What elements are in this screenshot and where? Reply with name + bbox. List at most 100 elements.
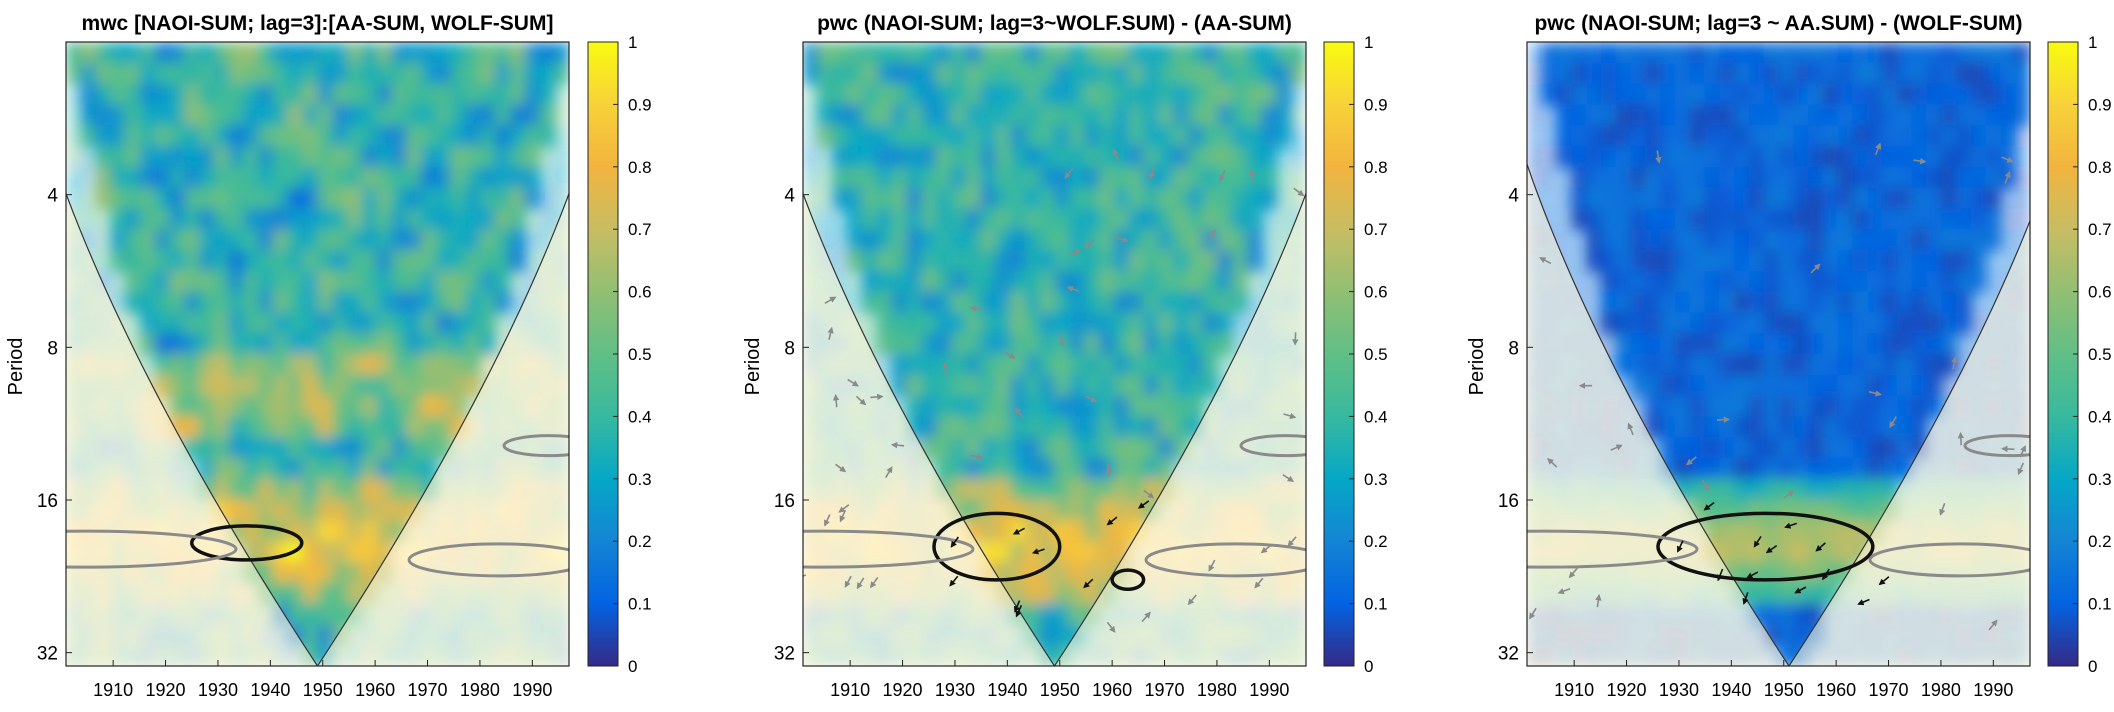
y-tick-label: 32	[1498, 644, 1519, 665]
phase-arrow	[1878, 576, 1890, 586]
x-tick-label: 1950	[303, 680, 343, 700]
coherence-heatmap	[803, 42, 1306, 666]
x-tick-label: 1940	[987, 680, 1027, 700]
phase-arrow	[1746, 571, 1759, 579]
x-tick-label: 1990	[1973, 680, 2013, 700]
insignificant-contour	[1868, 542, 2030, 578]
phase-arrow	[1939, 503, 1946, 516]
insignificant-contour	[1963, 434, 2030, 458]
phase-arrow	[1810, 263, 1821, 274]
y-tick-label: 4	[1508, 186, 1519, 207]
y-tick-label: 8	[1508, 338, 1519, 359]
phase-arrow	[1783, 490, 1795, 499]
phase-arrow	[1187, 594, 1197, 606]
phase-arrow	[1248, 168, 1255, 183]
significance-contour	[1110, 568, 1146, 592]
x-tick-label: 1920	[146, 680, 186, 700]
chart-title: mwc [NAOI-SUM; lag=3]:[AA-SUM, WOLF-SUM]	[82, 12, 554, 35]
significance-contour	[932, 511, 1062, 582]
colorbar-tick-label: 0.5	[2088, 345, 2112, 364]
x-tick-label: 1960	[1092, 680, 1132, 700]
phase-arrow	[1703, 501, 1715, 511]
phase-arrow	[1610, 444, 1623, 451]
phase-arrow	[2001, 445, 2015, 453]
y-tick-label: 8	[47, 338, 58, 359]
phase-arrow	[1547, 457, 1558, 468]
phase-arrow	[1105, 463, 1112, 477]
colorbar-tick-label: 0.7	[1364, 220, 1388, 239]
x-tick-label: 1930	[935, 680, 975, 700]
plot-frame	[802, 41, 1307, 667]
colorbar-tick-label: 0.5	[628, 345, 652, 364]
y-tick-label: 32	[774, 644, 795, 665]
phase-arrow	[1889, 416, 1897, 429]
phase-arrow	[1293, 187, 1305, 197]
x-tick-label: 1980	[1197, 680, 1237, 700]
phase-arrow	[1141, 611, 1151, 623]
y-tick-label: 8	[784, 338, 795, 359]
colorbar-tick-label: 1	[628, 33, 637, 52]
phase-arrow	[2017, 462, 2024, 476]
x-tick-label: 1970	[1869, 680, 1909, 700]
phase-arrow	[1557, 587, 1571, 595]
y-axis-label: Period	[742, 338, 764, 396]
phase-arrow	[1254, 577, 1264, 589]
colorbar-tick-label: 0.9	[628, 95, 652, 114]
phase-arrow	[1137, 500, 1150, 509]
phase-arrow	[1112, 148, 1120, 161]
phase-arrow	[824, 296, 837, 304]
phase-arrow	[1292, 332, 1299, 346]
phase-arrow	[1208, 559, 1216, 572]
x-tick-label: 1990	[1249, 680, 1289, 700]
phase-arrow	[1951, 355, 1958, 370]
phase-arrow	[1208, 228, 1216, 241]
phase-arrow	[1765, 544, 1778, 554]
significance-contour	[1656, 511, 1875, 582]
phase-arrow	[942, 361, 949, 376]
phase-arrow	[1539, 257, 1552, 265]
y-axis-label: Period	[1466, 338, 1488, 396]
colorbar-tick-label: 0.8	[628, 158, 652, 177]
phase-arrow	[1742, 592, 1749, 605]
phase-arrow	[1106, 516, 1118, 526]
phase-arrow	[1655, 150, 1662, 164]
colorbar-tick-label: 0.6	[628, 283, 652, 302]
phase-arrow	[1874, 142, 1882, 156]
phase-arrow	[1784, 522, 1797, 529]
colorbar-tick-label: 0.2	[1364, 532, 1388, 551]
phase-arrow	[1083, 578, 1094, 589]
phase-arrow	[838, 504, 850, 513]
y-tick-label: 4	[47, 186, 58, 207]
colorbar-tick-label: 0	[2088, 657, 2097, 676]
x-tick-label: 1980	[460, 680, 500, 700]
phase-arrow	[803, 574, 807, 577]
colorbar-tick-label: 0.4	[2088, 407, 2112, 426]
phase-arrow	[1716, 416, 1731, 423]
x-tick-label: 1930	[198, 680, 238, 700]
x-tick-label: 1990	[512, 680, 552, 700]
colorbar-tick-label: 0.8	[2088, 158, 2112, 177]
phase-arrow	[1068, 249, 1082, 256]
colorbar-tick-label: 0.9	[1364, 95, 1388, 114]
insignificant-contour	[1239, 434, 1306, 458]
y-tick-label: 16	[37, 491, 58, 512]
phase-arrow	[1676, 540, 1684, 553]
phase-arrow	[1116, 236, 1130, 243]
phase-arrow	[1595, 594, 1602, 608]
y-tick-label: 4	[784, 186, 795, 207]
plot-frame	[65, 41, 570, 667]
colorbar-tick-label: 0	[628, 657, 637, 676]
colorbar-tick-label: 0.6	[2088, 283, 2112, 302]
phase-arrow	[950, 536, 960, 548]
phase-arrow	[1815, 542, 1826, 552]
phase-arrow	[832, 394, 840, 408]
colorbar-tick-label: 0.6	[1364, 283, 1388, 302]
phase-arrow	[1717, 568, 1724, 582]
phase-arrow	[1148, 166, 1155, 180]
cone-of-influence	[1527, 162, 2030, 666]
insignificant-contour	[66, 529, 238, 569]
phase-arrow	[1260, 544, 1272, 554]
colorbar-tick-label: 0.1	[2088, 595, 2112, 614]
phase-arrow	[1282, 474, 1295, 482]
